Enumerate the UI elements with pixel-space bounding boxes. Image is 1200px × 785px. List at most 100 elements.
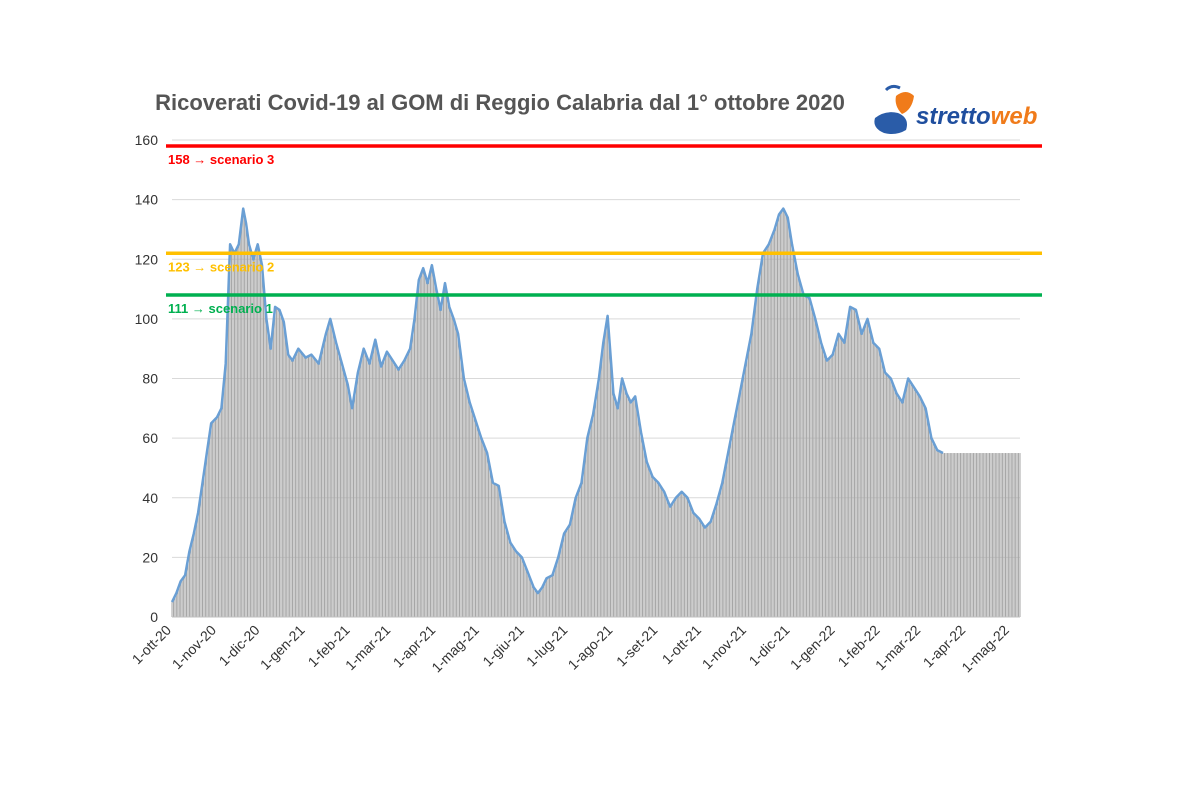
bar	[745, 363, 747, 617]
bar	[981, 453, 983, 617]
bar	[657, 482, 659, 617]
bar	[296, 351, 298, 617]
bar	[222, 393, 224, 617]
bar	[852, 308, 854, 617]
bar	[733, 423, 735, 617]
bar	[280, 313, 282, 617]
bar	[788, 226, 790, 618]
bar	[464, 384, 466, 617]
bar	[521, 557, 523, 617]
x-tick-label: 1-giu-21	[479, 622, 527, 670]
bar	[412, 328, 414, 617]
bar	[257, 244, 259, 617]
bar	[302, 354, 304, 617]
bar	[1009, 453, 1011, 617]
bar	[614, 398, 616, 617]
bar	[427, 283, 429, 617]
bar	[765, 248, 767, 618]
bar	[368, 363, 370, 617]
bar	[540, 589, 542, 617]
bar	[535, 591, 537, 617]
bar	[255, 249, 257, 617]
bar	[223, 378, 225, 617]
bar	[318, 363, 320, 617]
bar	[641, 439, 643, 617]
bar	[784, 211, 786, 618]
bar	[1007, 453, 1009, 617]
bar	[718, 493, 720, 617]
bar	[930, 438, 932, 617]
bar	[968, 453, 970, 617]
bar	[488, 460, 490, 617]
series-line	[170, 207, 944, 603]
bar	[795, 266, 797, 617]
bar	[405, 357, 407, 617]
bar	[803, 295, 805, 617]
bar	[586, 438, 588, 617]
bar	[920, 399, 922, 617]
bar	[467, 396, 469, 617]
bar	[504, 521, 506, 617]
bar	[579, 486, 581, 617]
bar	[822, 347, 824, 617]
bar	[383, 359, 385, 617]
bar	[286, 343, 288, 617]
bar	[231, 247, 233, 617]
y-tick-label: 140	[135, 192, 159, 208]
bar	[862, 330, 864, 617]
bar	[215, 418, 217, 617]
bar	[685, 496, 687, 617]
bar	[604, 333, 606, 617]
bar	[925, 408, 927, 617]
bar	[493, 483, 495, 617]
bar	[377, 353, 379, 617]
bar	[843, 342, 845, 617]
bar	[601, 354, 603, 617]
bar	[801, 289, 803, 617]
bar	[469, 402, 471, 617]
bar	[675, 497, 677, 617]
bar	[775, 224, 777, 617]
bar-series	[171, 208, 1021, 618]
bar	[806, 296, 808, 617]
bar	[810, 303, 812, 617]
bar	[415, 305, 417, 617]
bar	[348, 392, 350, 617]
bar	[292, 360, 294, 617]
bar	[872, 342, 874, 617]
bar	[729, 445, 731, 617]
bar	[390, 358, 392, 617]
bar	[627, 396, 629, 617]
bar	[692, 512, 694, 617]
bar	[602, 342, 604, 617]
bar	[193, 533, 195, 617]
bar	[999, 453, 1001, 617]
bar	[724, 467, 726, 617]
bar	[323, 339, 325, 617]
bar	[726, 460, 728, 617]
bar	[967, 453, 969, 617]
bar	[341, 363, 343, 617]
bar	[776, 219, 779, 617]
bar	[421, 272, 423, 617]
bar	[305, 357, 307, 617]
bar	[856, 315, 858, 617]
bar	[617, 408, 619, 617]
bar	[762, 253, 764, 617]
bar	[977, 453, 979, 617]
bar	[307, 356, 310, 617]
y-tick-label: 20	[142, 549, 158, 565]
bar	[241, 220, 243, 617]
bar	[560, 545, 562, 617]
bar	[175, 593, 177, 617]
bar	[425, 278, 427, 617]
bar	[903, 396, 905, 617]
bar	[435, 289, 437, 617]
bar	[804, 295, 806, 617]
bar	[591, 420, 593, 617]
bar	[884, 372, 886, 617]
bar	[235, 250, 237, 617]
bar	[177, 589, 179, 617]
bar	[639, 423, 641, 617]
